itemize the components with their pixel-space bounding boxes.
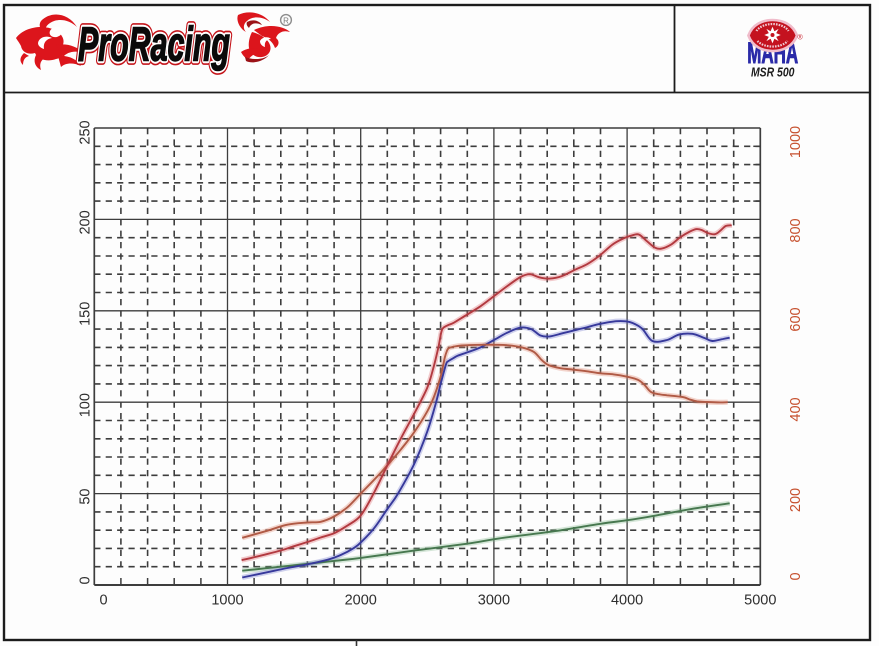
svg-text:1000: 1000: [211, 593, 243, 609]
svg-text:50: 50: [78, 489, 94, 505]
svg-text:0: 0: [788, 572, 804, 580]
svg-text:0: 0: [99, 593, 107, 609]
svg-text:800: 800: [788, 218, 804, 242]
svg-text:200: 200: [788, 488, 804, 512]
svg-text:600: 600: [788, 307, 804, 331]
svg-text:MSR 500: MSR 500: [751, 66, 795, 80]
svg-text:2000: 2000: [345, 593, 377, 609]
svg-text:ProRacing: ProRacing: [78, 19, 230, 72]
svg-text:3000: 3000: [478, 593, 510, 609]
svg-text:1000: 1000: [788, 126, 804, 158]
svg-text:400: 400: [788, 397, 804, 421]
svg-text:ProRacing: ProRacing: [78, 19, 230, 72]
svg-text:250: 250: [78, 120, 94, 144]
svg-text:150: 150: [78, 302, 94, 326]
svg-text:®: ®: [798, 34, 804, 42]
svg-text:100: 100: [78, 393, 94, 417]
svg-text:200: 200: [78, 210, 94, 234]
svg-text:4000: 4000: [611, 593, 643, 609]
svg-text:0: 0: [78, 576, 94, 584]
svg-text:ProRacing: ProRacing: [78, 19, 230, 72]
svg-text:R: R: [283, 17, 289, 26]
svg-text:5000: 5000: [744, 593, 776, 609]
